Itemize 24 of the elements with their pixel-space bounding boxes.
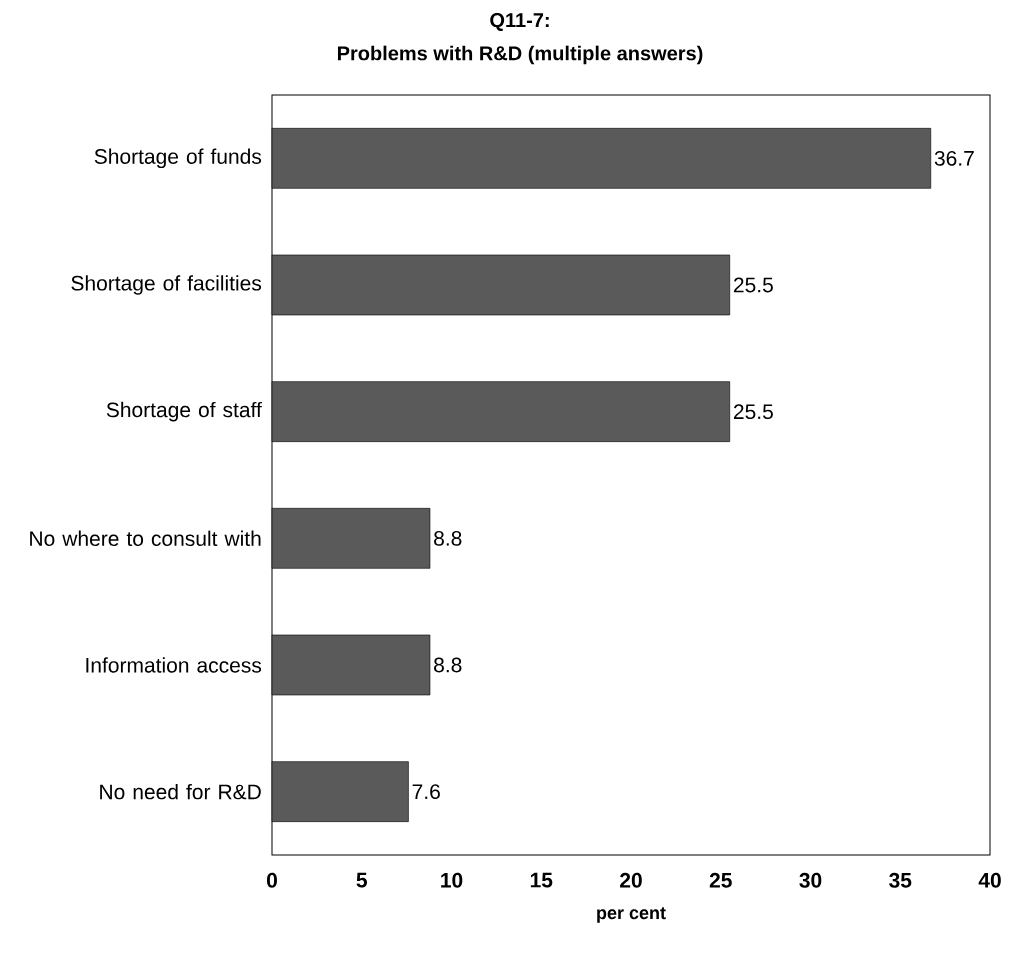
x-tick-label: 35 — [889, 872, 912, 888]
y-tick-label: Information access — [86, 657, 262, 673]
x-tick-label: 15 — [530, 872, 553, 888]
data-label: 8.8 — [434, 657, 462, 673]
x-tick-label: 30 — [799, 872, 822, 888]
y-tick-label: Shortage of funds — [94, 148, 262, 169]
y-tick-label: No where to consult with — [30, 530, 261, 547]
y-tick-label: Shortage of staff — [106, 401, 262, 422]
x-tick-label: 5 — [356, 872, 367, 888]
chart-subtitle: Problems with R&D (multiple answers) — [337, 45, 703, 65]
data-label: 7.6 — [412, 784, 440, 800]
data-label: 25.5 — [733, 404, 773, 420]
data-label: 8.8 — [434, 530, 462, 546]
x-tick-label: 25 — [709, 872, 732, 888]
data-label: 25.5 — [733, 277, 773, 293]
chart-title: Q11-7: — [490, 13, 549, 31]
x-axis-title: per cent — [597, 907, 666, 923]
y-tick-label: Shortage of facilities — [71, 275, 262, 295]
data-label: 36.7 — [934, 150, 974, 166]
y-tick-label: No need for R&D — [100, 783, 261, 800]
x-tick-label: 20 — [620, 872, 642, 888]
x-tick-label: 0 — [266, 872, 277, 888]
x-tick-label: 10 — [441, 872, 463, 888]
x-tick-label: 40 — [978, 872, 1001, 888]
